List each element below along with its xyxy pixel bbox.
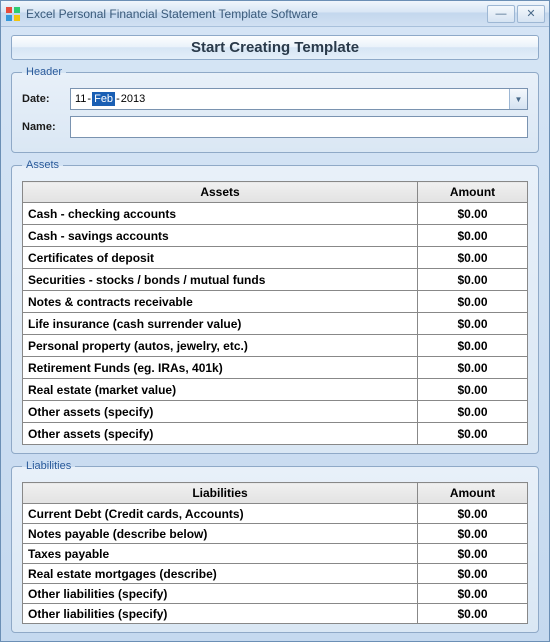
liabilities-row-amount[interactable]: $0.00 [418, 564, 528, 584]
date-month: Feb [92, 92, 115, 106]
assets-row-amount[interactable]: $0.00 [418, 401, 528, 423]
assets-row-label[interactable]: Other assets (specify) [23, 423, 418, 445]
assets-row-label[interactable]: Notes & contracts receivable [23, 291, 418, 313]
liabilities-row-amount[interactable]: $0.00 [418, 584, 528, 604]
date-year: 2013 [121, 93, 145, 105]
header-legend: Header [22, 66, 66, 78]
name-input[interactable] [70, 116, 528, 138]
name-label: Name: [22, 121, 70, 133]
assets-row-label[interactable]: Real estate (market value) [23, 379, 418, 401]
assets-row-amount[interactable]: $0.00 [418, 225, 528, 247]
liabilities-row-label[interactable]: Other liabilities (specify) [23, 604, 418, 624]
app-icon [5, 6, 21, 22]
titlebar: Excel Personal Financial Statement Templ… [1, 1, 549, 27]
window-controls: — ✕ [487, 5, 545, 23]
assets-table: Assets Amount Cash - checking accounts$0… [22, 181, 528, 445]
liabilities-row-label[interactable]: Current Debt (Credit cards, Accounts) [23, 504, 418, 524]
table-row: Personal property (autos, jewelry, etc.)… [23, 335, 528, 357]
assets-row-label[interactable]: Cash - checking accounts [23, 203, 418, 225]
table-row: Taxes payable$0.00 [23, 544, 528, 564]
assets-row-amount[interactable]: $0.00 [418, 313, 528, 335]
table-row: Retirement Funds (eg. IRAs, 401k)$0.00 [23, 357, 528, 379]
assets-row-label[interactable]: Life insurance (cash surrender value) [23, 313, 418, 335]
start-creating-button[interactable]: Start Creating Template [11, 35, 539, 60]
app-window: Excel Personal Financial Statement Templ… [0, 0, 550, 642]
liabilities-row-label[interactable]: Taxes payable [23, 544, 418, 564]
header-group: Header Date: 11-Feb-2013 ▼ Name: [11, 66, 539, 153]
table-row: Other assets (specify)$0.00 [23, 401, 528, 423]
window-title: Excel Personal Financial Statement Templ… [26, 7, 487, 21]
table-row: Real estate (market value)$0.00 [23, 379, 528, 401]
assets-row-amount[interactable]: $0.00 [418, 335, 528, 357]
assets-row-amount[interactable]: $0.00 [418, 423, 528, 445]
date-picker[interactable]: 11-Feb-2013 ▼ [70, 88, 528, 110]
assets-row-amount[interactable]: $0.00 [418, 269, 528, 291]
assets-row-amount[interactable]: $0.00 [418, 203, 528, 225]
assets-group: Assets Assets Amount Cash - checking acc… [11, 159, 539, 454]
table-row: Other liabilities (specify)$0.00 [23, 604, 528, 624]
assets-col-label: Assets [23, 182, 418, 203]
assets-row-label[interactable]: Retirement Funds (eg. IRAs, 401k) [23, 357, 418, 379]
assets-row-label[interactable]: Cash - savings accounts [23, 225, 418, 247]
table-row: Current Debt (Credit cards, Accounts)$0.… [23, 504, 528, 524]
liabilities-row-amount[interactable]: $0.00 [418, 524, 528, 544]
table-row: Securities - stocks / bonds / mutual fun… [23, 269, 528, 291]
close-button[interactable]: ✕ [517, 5, 545, 23]
liabilities-legend: Liabilities [22, 460, 75, 472]
liabilities-group: Liabilities Liabilities Amount Current D… [11, 460, 539, 633]
table-row: Other assets (specify)$0.00 [23, 423, 528, 445]
liabilities-table: Liabilities Amount Current Debt (Credit … [22, 482, 528, 624]
date-label: Date: [22, 93, 70, 105]
minimize-button[interactable]: — [487, 5, 515, 23]
table-row: Real estate mortgages (describe)$0.00 [23, 564, 528, 584]
liabilities-row-amount[interactable]: $0.00 [418, 544, 528, 564]
table-row: Certificates of deposit$0.00 [23, 247, 528, 269]
liabilities-row-label[interactable]: Other liabilities (specify) [23, 584, 418, 604]
table-row: Notes & contracts receivable$0.00 [23, 291, 528, 313]
assets-row-label[interactable]: Other assets (specify) [23, 401, 418, 423]
date-dropdown-button[interactable]: ▼ [509, 89, 527, 109]
assets-row-label[interactable]: Certificates of deposit [23, 247, 418, 269]
table-row: Other liabilities (specify)$0.00 [23, 584, 528, 604]
assets-row-label[interactable]: Personal property (autos, jewelry, etc.) [23, 335, 418, 357]
assets-tbody: Cash - checking accounts$0.00Cash - savi… [23, 203, 528, 445]
name-row: Name: [22, 116, 528, 138]
table-row: Notes payable (describe below)$0.00 [23, 524, 528, 544]
assets-legend: Assets [22, 159, 63, 171]
liabilities-col-label: Liabilities [23, 483, 418, 504]
liabilities-tbody: Current Debt (Credit cards, Accounts)$0.… [23, 504, 528, 624]
table-row: Life insurance (cash surrender value)$0.… [23, 313, 528, 335]
assets-row-amount[interactable]: $0.00 [418, 247, 528, 269]
liabilities-row-label[interactable]: Notes payable (describe below) [23, 524, 418, 544]
client-area: Start Creating Template Header Date: 11-… [1, 27, 549, 641]
assets-col-amount: Amount [418, 182, 528, 203]
assets-row-amount[interactable]: $0.00 [418, 357, 528, 379]
table-row: Cash - checking accounts$0.00 [23, 203, 528, 225]
table-row: Cash - savings accounts$0.00 [23, 225, 528, 247]
liabilities-row-label[interactable]: Real estate mortgages (describe) [23, 564, 418, 584]
date-row: Date: 11-Feb-2013 ▼ [22, 88, 528, 110]
assets-row-amount[interactable]: $0.00 [418, 291, 528, 313]
date-day: 11 [75, 93, 86, 105]
liabilities-col-amount: Amount [418, 483, 528, 504]
liabilities-row-amount[interactable]: $0.00 [418, 504, 528, 524]
assets-row-amount[interactable]: $0.00 [418, 379, 528, 401]
liabilities-row-amount[interactable]: $0.00 [418, 604, 528, 624]
assets-row-label[interactable]: Securities - stocks / bonds / mutual fun… [23, 269, 418, 291]
